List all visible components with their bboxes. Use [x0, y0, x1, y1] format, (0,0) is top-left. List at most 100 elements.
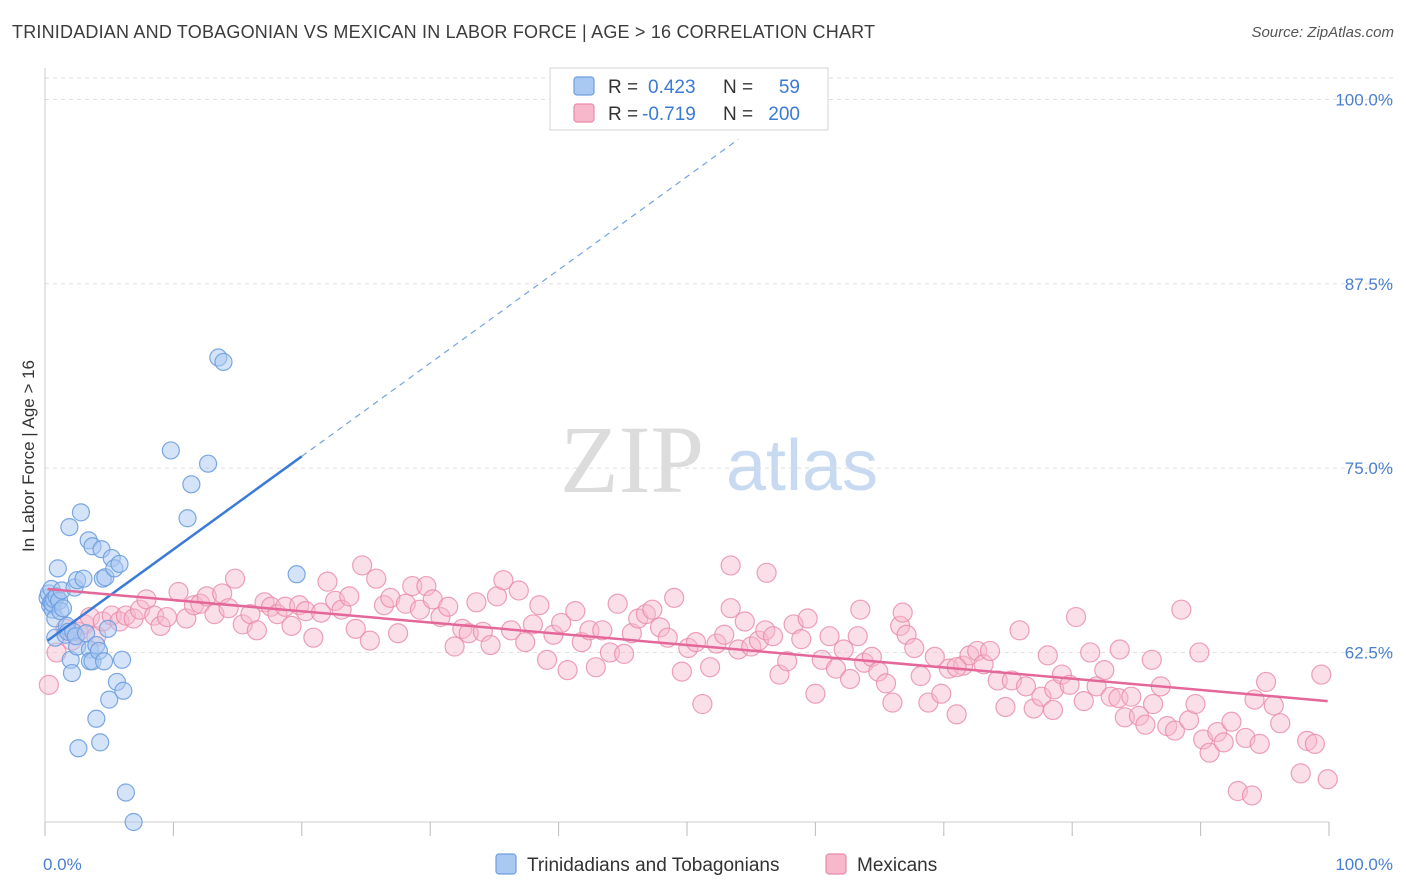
mexican-point — [1100, 686, 1121, 707]
mexican-point — [1080, 642, 1101, 663]
mexican-point — [196, 586, 217, 607]
mexican-point — [444, 636, 465, 657]
legend-series-1: Trinidadians and Tobagonians — [527, 855, 779, 876]
mexican-point — [359, 630, 380, 651]
legend-series: Trinidadians and Tobagonians Mexicans — [495, 853, 937, 876]
trinidadian-point — [287, 565, 306, 584]
trend-line-pink — [47, 587, 1328, 703]
mexican-point — [1073, 690, 1094, 712]
mexican-point — [1042, 699, 1064, 721]
mexican-point — [1135, 714, 1156, 735]
mexican-point — [621, 623, 642, 644]
mexican-point — [791, 629, 812, 650]
trinidadian-point — [87, 709, 106, 728]
x-tick-label-start: 0.0% — [43, 855, 82, 874]
mexican-point — [1142, 693, 1164, 715]
mexican-point — [692, 693, 713, 715]
mexican-point — [1031, 686, 1052, 707]
watermark-atlas: atlas — [726, 426, 878, 506]
y-tick-labels: 62.5% 75.0% 87.5% 100.0% — [1335, 90, 1393, 662]
mexican-point — [671, 661, 692, 682]
mexican-point — [1164, 720, 1186, 741]
mexican-point — [892, 602, 913, 623]
mexican-point — [649, 617, 671, 638]
mexican-point — [734, 611, 755, 632]
mexican-point — [592, 620, 613, 641]
trinidadian-point — [114, 681, 133, 700]
mexican-point — [508, 580, 529, 601]
mexican-point — [762, 626, 784, 647]
mexican-point — [536, 649, 558, 670]
grid-lines — [45, 77, 1395, 653]
trend-line-blue-extension — [301, 138, 739, 457]
mexican-point — [522, 614, 544, 635]
mexican-point — [557, 660, 578, 681]
mexican-point — [388, 623, 409, 644]
mexican-point — [416, 575, 437, 597]
mexican-point — [973, 654, 994, 675]
mexican-point — [987, 670, 1008, 691]
trinidadian-point — [214, 352, 233, 372]
mexican-point — [1304, 733, 1325, 754]
mexican-point — [1221, 711, 1242, 732]
mexican-point — [850, 599, 871, 620]
mexican-point — [995, 696, 1016, 718]
legend-series-2: Mexicans — [857, 855, 937, 876]
series-mexicans — [38, 555, 1338, 806]
mexican-point — [720, 598, 741, 619]
mexican-point — [1189, 642, 1210, 663]
mexican-point — [931, 683, 952, 704]
trend-lines — [46, 138, 1328, 703]
trinidadian-point — [110, 554, 129, 574]
mexican-point — [1263, 695, 1284, 716]
trinidadian-point — [124, 812, 143, 832]
mexican-point — [1065, 606, 1087, 628]
mexican-point — [714, 624, 735, 645]
mexican-point — [493, 570, 514, 591]
mexican-point — [1249, 733, 1270, 754]
mexican-point — [352, 555, 373, 576]
mexican-point — [345, 618, 366, 639]
x-tick-labels: 0.0% 100.0% — [43, 855, 1393, 874]
mexican-point — [910, 665, 931, 687]
trinidadian-point — [112, 650, 132, 669]
mexican-point — [946, 704, 967, 725]
mexican-point — [246, 620, 267, 641]
mexican-point — [366, 568, 387, 589]
mexican-point — [720, 555, 741, 576]
mexican-point — [819, 626, 840, 647]
mexican-point — [1241, 785, 1263, 806]
trinidadian-point — [53, 599, 73, 618]
series-trinidadians — [38, 348, 306, 832]
legend-r-value-1: 0.423 — [648, 77, 696, 98]
mexican-point — [218, 598, 239, 619]
mexican-point — [585, 657, 606, 678]
legend-r-value-2: -0.719 — [642, 104, 696, 125]
mexican-point — [1141, 649, 1162, 670]
mexican-point — [339, 586, 360, 607]
mexican-point — [1207, 721, 1228, 743]
mexican-point — [777, 651, 798, 672]
mexican-point — [565, 601, 586, 622]
mexican-point — [882, 692, 903, 713]
mexican-point — [642, 599, 663, 620]
mexican-point — [1037, 645, 1058, 666]
legend-bottom-swatch-pink — [825, 853, 847, 875]
trinidadian-point — [98, 619, 118, 638]
mexican-point — [1108, 688, 1129, 709]
trinidadian-point — [69, 739, 88, 758]
mexican-point — [1255, 671, 1277, 693]
mexican-point — [979, 640, 1001, 662]
mexican-point — [839, 668, 861, 690]
mexican-point — [904, 637, 925, 659]
mexican-point — [1311, 664, 1332, 685]
y-tick-label: 100.0% — [1335, 90, 1393, 109]
trinidadian-point — [182, 475, 201, 494]
chart-title: TRINIDADIAN AND TOBAGONIAN VS MEXICAN IN… — [12, 22, 876, 42]
mexican-point — [38, 674, 59, 695]
mexican-point — [1270, 713, 1291, 734]
mexican-point — [1171, 599, 1192, 620]
mexican-point — [875, 673, 897, 694]
legend-bottom-swatch-blue — [495, 853, 517, 875]
watermark-zip: ZIP — [560, 406, 704, 513]
